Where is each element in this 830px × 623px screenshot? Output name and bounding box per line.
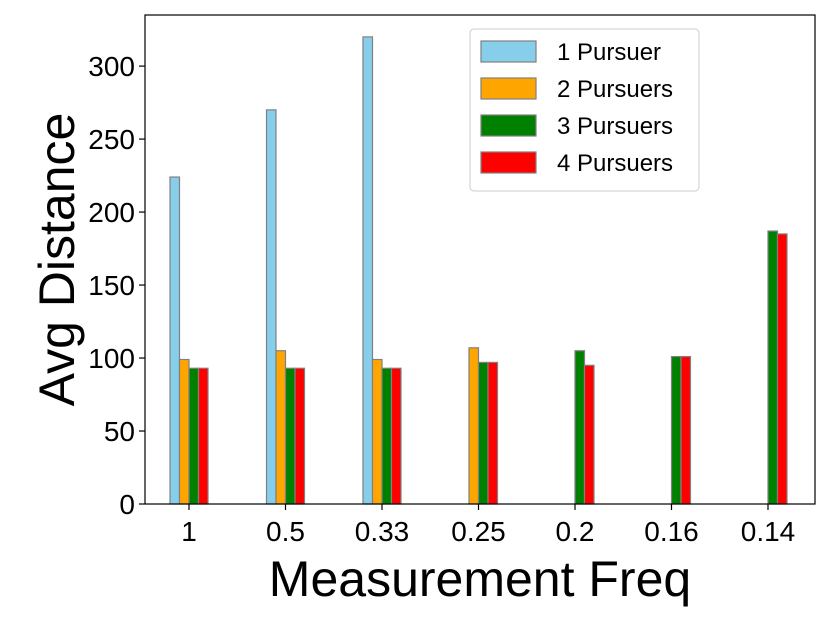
bar-3-4: [574, 350, 586, 505]
x-tick-label: 0.33: [355, 516, 410, 547]
y-tick-label: 250: [88, 124, 135, 155]
x-tick-label: 0.5: [266, 516, 305, 547]
x-tick-label: 0.2: [556, 516, 595, 547]
y-axis-label: Avg Distance: [29, 113, 85, 407]
y-tick-label: 300: [88, 51, 135, 82]
bar-2-1: [275, 350, 287, 505]
y-axis: 0 50 100 150 200 250 300: [88, 51, 145, 520]
bar-2-0: [178, 358, 190, 505]
bar-4-1: [294, 367, 306, 505]
legend-swatch-3: [480, 114, 537, 137]
bar-1-0: [169, 176, 181, 505]
y-tick-label: 50: [104, 416, 135, 447]
bar-4-5: [680, 355, 692, 505]
bar-2-2: [371, 358, 383, 505]
y-tick-label: 150: [88, 270, 135, 301]
legend-label-2: 2 Pursuers: [557, 76, 673, 103]
x-tick-label: 0.16: [644, 516, 699, 547]
legend-swatch-1: [480, 40, 537, 63]
bar-2-3: [468, 347, 480, 505]
legend-label-3: 3 Pursuers: [557, 113, 673, 140]
bar-4-2: [390, 367, 402, 505]
bar-3-0: [188, 367, 200, 505]
bar-4-0: [197, 367, 209, 505]
x-axis-label: Measurement Freq: [269, 551, 691, 607]
x-axis: 1 0.5 0.33 0.25 0.2 0.16 0.14: [181, 504, 795, 547]
bar-1-2: [362, 36, 374, 505]
x-tick-label: 0.14: [741, 516, 796, 547]
bar-3-6: [767, 230, 779, 505]
x-tick-label: 1: [181, 516, 197, 547]
legend: 1 Pursuer 2 Pursuers 3 Pursuers 4 Pursuers: [469, 28, 700, 192]
bar-1-1: [265, 109, 277, 505]
legend-label-4: 4 Pursuers: [557, 150, 673, 177]
bars-group: [169, 36, 788, 505]
legend-swatch-2: [480, 77, 537, 100]
x-tick-label: 0.25: [451, 516, 506, 547]
bar-4-3: [487, 361, 499, 505]
bar-4-4: [583, 364, 595, 505]
y-tick-label: 200: [88, 197, 135, 228]
plot-frame: [144, 14, 816, 505]
bar-3-1: [284, 367, 296, 505]
bar-4-6: [776, 233, 788, 505]
bar-3-2: [381, 367, 393, 505]
y-tick-label: 0: [119, 489, 135, 520]
bar-3-5: [670, 355, 682, 505]
legend-swatch-4: [480, 151, 537, 174]
legend-label-1: 1 Pursuer: [557, 39, 661, 66]
y-tick-label: 100: [88, 343, 135, 374]
bar-3-3: [477, 361, 489, 505]
legend-box: [469, 28, 700, 192]
